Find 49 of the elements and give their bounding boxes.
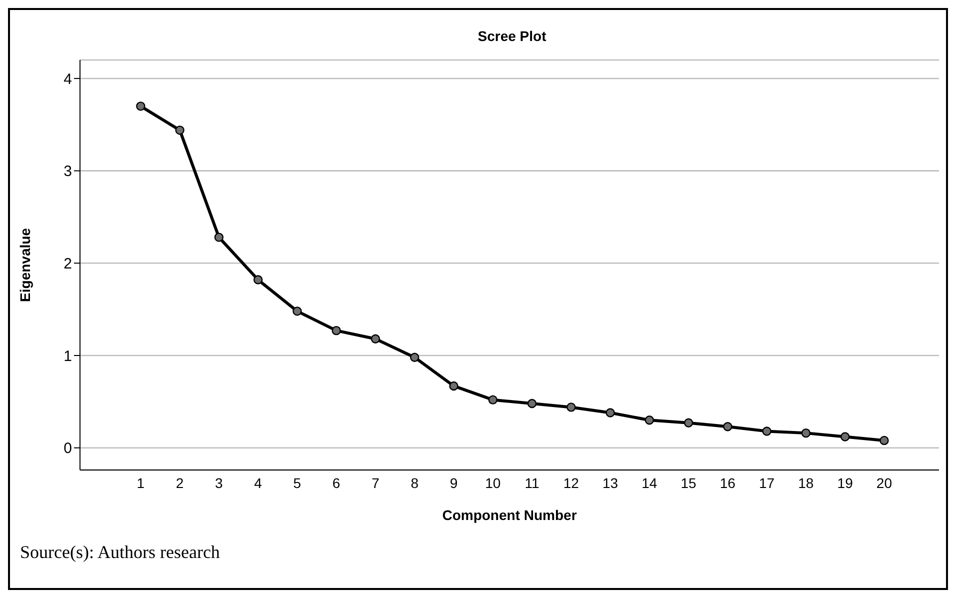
- y-tick-label: 1: [64, 348, 72, 365]
- point: [488, 395, 498, 404]
- x-tick-label: 11: [524, 474, 540, 491]
- x-axis-title: Component Number: [442, 507, 578, 523]
- point: [723, 422, 732, 432]
- x-tick-label: 13: [602, 474, 618, 491]
- x-tick-label: 16: [720, 474, 736, 491]
- x-tick-label: 14: [642, 474, 658, 491]
- point: [449, 381, 458, 391]
- point: [175, 126, 184, 135]
- y-tick-label: 0: [64, 440, 72, 458]
- x-tick-label: 6: [332, 474, 340, 491]
- x-tick-label: 3: [215, 474, 224, 491]
- point: [840, 432, 850, 442]
- point: [880, 436, 889, 446]
- source-note: Source(s): Authors research: [20, 542, 220, 563]
- chart-title: Scree Plot: [476, 28, 548, 44]
- x-tick-label: 15: [680, 474, 697, 491]
- x-tick-label: 7: [372, 474, 380, 491]
- x-tick-label: 1: [136, 474, 145, 491]
- point: [370, 334, 380, 344]
- point: [606, 408, 615, 418]
- point: [253, 275, 263, 284]
- y-axis-title: Eigenvalue: [16, 228, 33, 302]
- x-tick-label: 19: [837, 474, 854, 491]
- y-tick-label: 4: [64, 70, 72, 88]
- point: [527, 398, 537, 408]
- x-tick-label: 17: [759, 474, 775, 491]
- point: [292, 306, 302, 316]
- x-tick-label: 10: [485, 474, 501, 491]
- point: [332, 326, 341, 336]
- x-tick-label: 9: [450, 474, 458, 491]
- y-tick-label: 2: [64, 255, 72, 272]
- point: [801, 428, 811, 438]
- point: [684, 418, 694, 428]
- x-tick-label: 18: [798, 474, 814, 491]
- point: [136, 102, 146, 111]
- x-tick-label: 2: [176, 474, 184, 491]
- point: [410, 352, 420, 362]
- point: [566, 402, 576, 412]
- x-tick-label: 8: [410, 474, 419, 491]
- x-tick-label: 20: [876, 474, 892, 491]
- x-tick-label: 12: [563, 474, 580, 491]
- y-tick-label: 3: [64, 163, 72, 180]
- point: [644, 416, 654, 425]
- point: [762, 426, 772, 436]
- point: [214, 232, 224, 242]
- x-tick-label: 5: [293, 474, 302, 491]
- x-tick-label: 4: [254, 474, 262, 491]
